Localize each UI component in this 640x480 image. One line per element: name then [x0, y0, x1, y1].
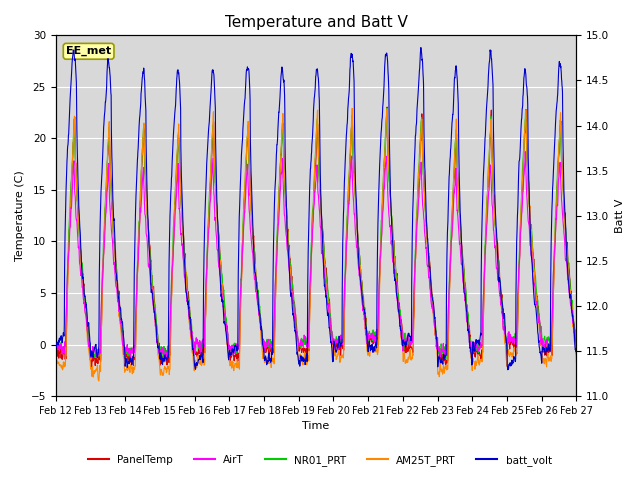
Title: Temperature and Batt V: Temperature and Batt V: [225, 15, 408, 30]
Text: EE_met: EE_met: [66, 46, 111, 57]
Y-axis label: Batt V: Batt V: [615, 199, 625, 233]
Legend: PanelTemp, AirT, NR01_PRT, AM25T_PRT, batt_volt: PanelTemp, AirT, NR01_PRT, AM25T_PRT, ba…: [84, 451, 556, 470]
Y-axis label: Temperature (C): Temperature (C): [15, 170, 25, 261]
X-axis label: Time: Time: [303, 421, 330, 432]
